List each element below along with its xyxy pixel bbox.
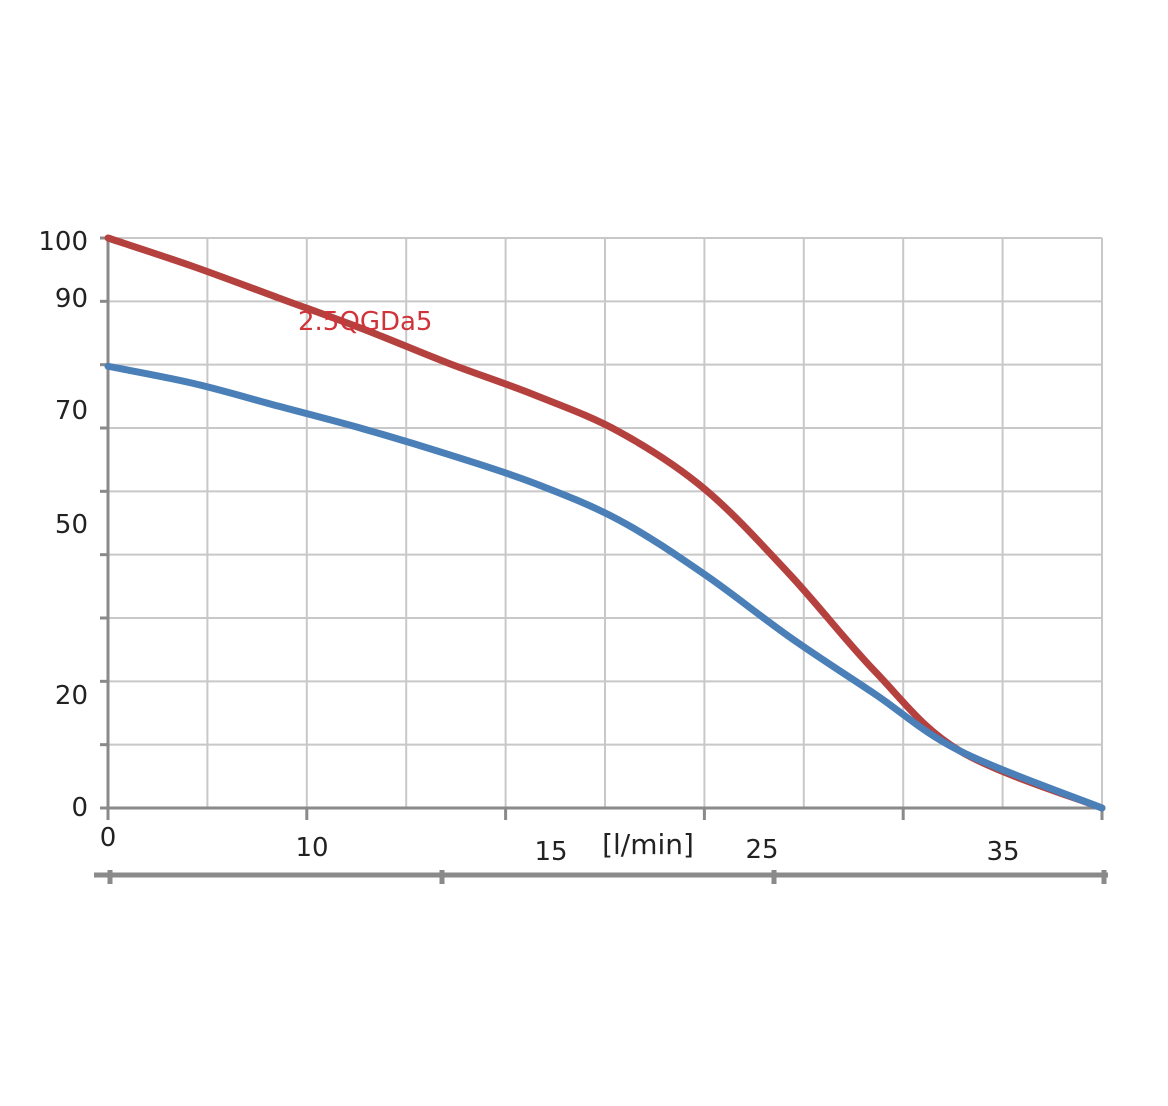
series-line-2	[104, 362, 1106, 812]
x-tick-label: 10	[295, 833, 328, 863]
y-tick-label: 70	[55, 396, 88, 426]
x-tick-label: 0	[100, 823, 117, 853]
x-tick-label: 25	[745, 835, 778, 865]
series-lines	[104, 234, 1106, 812]
x-axis-title: [l/min]	[602, 828, 694, 861]
tick-labels: 2.5QGDa5 100 90 70 50 20 00 10 15 25 35 [l/min]	[38, 227, 1019, 867]
series-line-1	[104, 234, 1106, 812]
x-tick-label: 35	[986, 837, 1019, 867]
y-tick-label: 20	[55, 681, 88, 711]
grid	[107, 237, 1103, 809]
series-label: 2.5QGDa5	[298, 307, 432, 337]
y-tick-label: 0	[71, 793, 88, 823]
x-tick-label: 15	[534, 837, 567, 867]
axes	[94, 236, 1108, 884]
y-tick-label: 50	[55, 510, 88, 540]
y-tick-label: 100	[38, 227, 88, 257]
y-tick-label: 90	[55, 284, 88, 314]
